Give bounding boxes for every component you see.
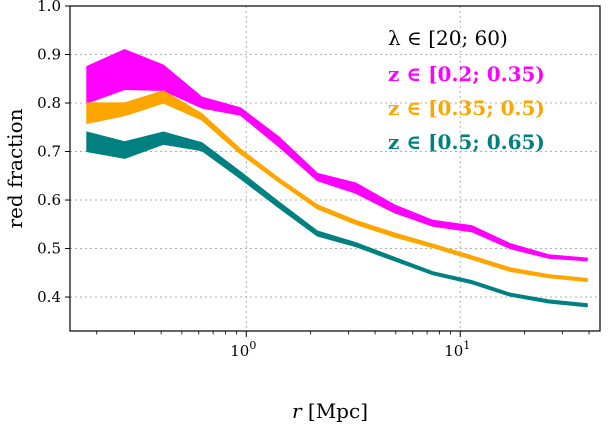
y-tick-label: 0.6 <box>37 191 61 209</box>
legend-entry: z ∈ [0.2; 0.35) <box>388 62 545 86</box>
y-tick-label: 0.8 <box>37 94 61 112</box>
legend-entry: z ∈ [0.35; 0.5) <box>388 96 545 120</box>
series-band <box>86 90 588 283</box>
legend: λ ∈ [20; 60) z ∈ [0.2; 0.35) z ∈ [0.35; 0… <box>388 26 545 154</box>
y-tick-label: 0.5 <box>37 240 61 258</box>
y-tick-label: 0.4 <box>37 288 61 306</box>
series-bands <box>86 49 588 308</box>
y-tick-label: 0.7 <box>37 143 61 161</box>
x-tick-label: 100 <box>230 339 256 360</box>
legend-header-note: λ ∈ [20; 60) <box>388 26 508 50</box>
series-band <box>86 49 588 262</box>
x-tick-label: 101 <box>444 339 470 360</box>
plot-area-frame <box>69 5 601 332</box>
y-tick-label: 0.9 <box>37 46 61 64</box>
grid-lines <box>70 5 600 331</box>
y-axis-label: red fraction <box>3 108 27 228</box>
x-tick-group: 100 101 <box>96 331 590 360</box>
y-tick-label: 1.0 <box>37 0 61 15</box>
legend-entry: z ∈ [0.5; 0.65) <box>388 130 545 154</box>
series-band <box>86 131 588 308</box>
y-tick-group: 0.4 0.5 0.6 0.7 0.8 0.9 1.0 <box>37 0 70 306</box>
x-axis-label: r [Mpc] <box>292 399 368 423</box>
